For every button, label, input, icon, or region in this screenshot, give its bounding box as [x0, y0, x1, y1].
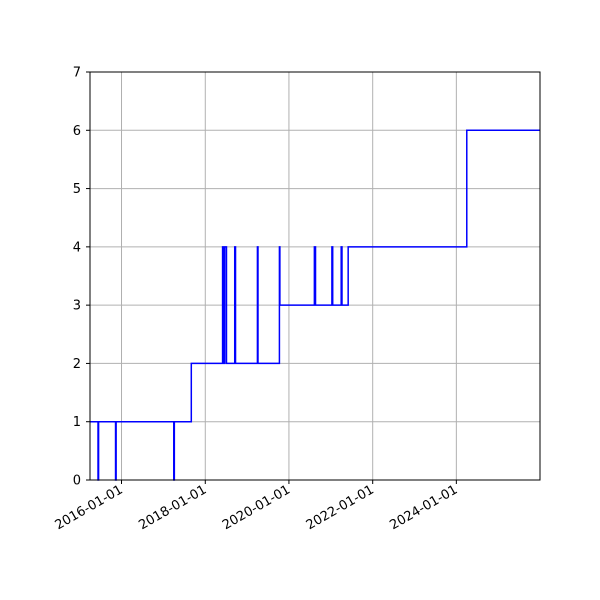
y-tick-label: 7	[73, 66, 81, 81]
y-tick-label: 5	[73, 182, 81, 197]
series-line	[90, 129, 540, 481]
y-tick-label: 1	[73, 415, 81, 430]
y-axis: 0 1 2 3 4 5 6 7	[73, 66, 90, 489]
series-layer	[90, 129, 540, 481]
y-tick-label: 6	[73, 124, 81, 139]
y-tick-label: 4	[73, 240, 81, 255]
axes-frame	[89, 71, 541, 481]
y-tick-label: 0	[73, 474, 81, 489]
y-tick-label: 2	[73, 357, 81, 372]
y-tick-label: 3	[73, 299, 81, 314]
